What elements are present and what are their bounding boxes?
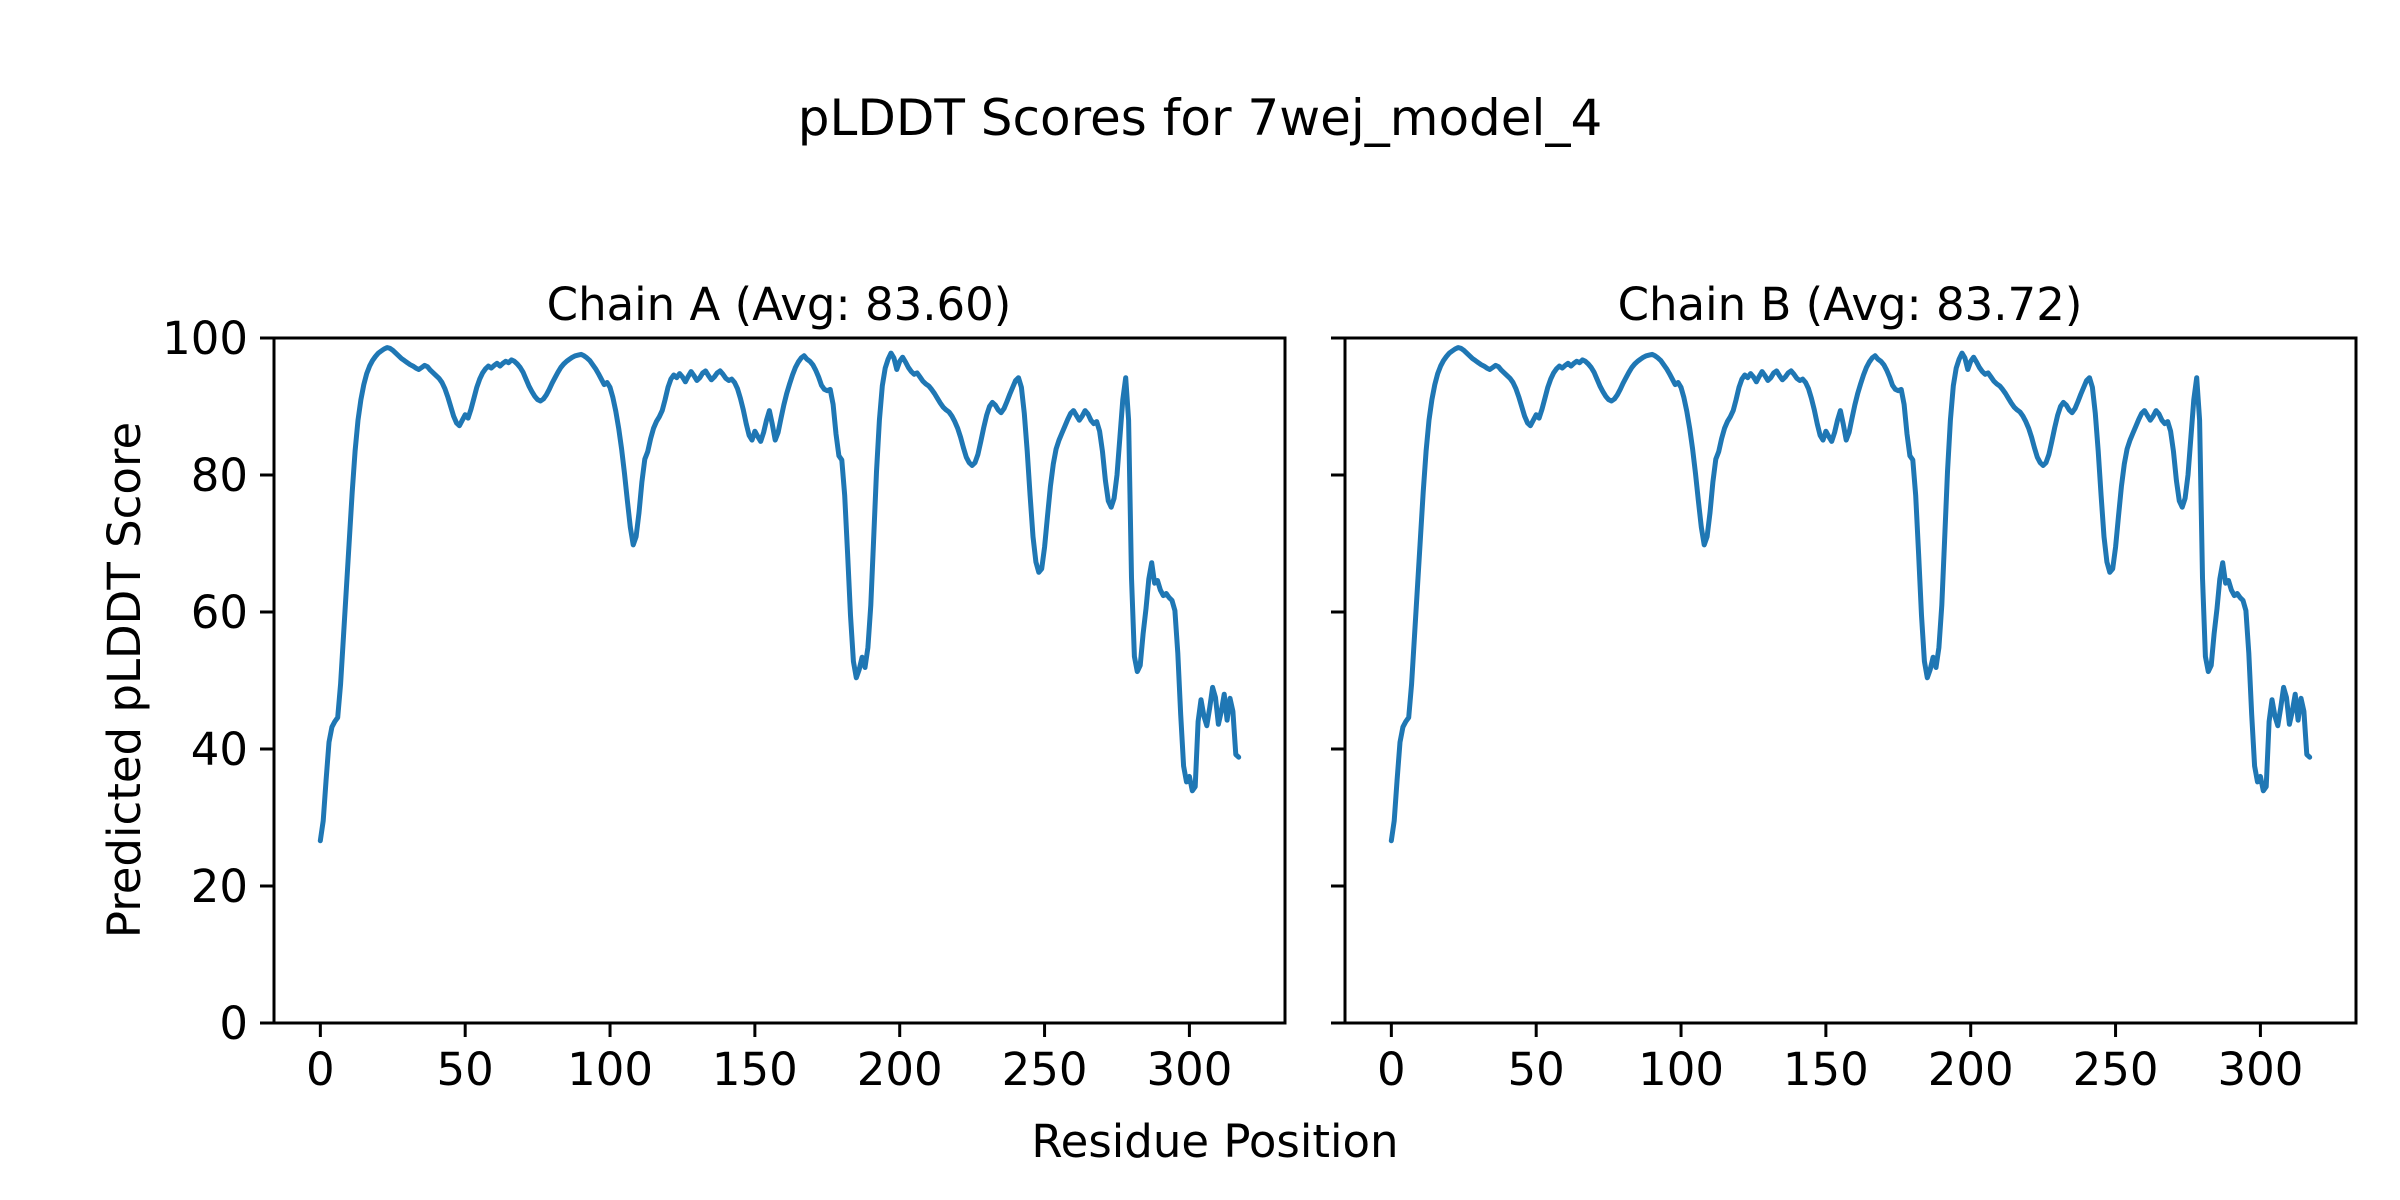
y-tick-label-chain-a-60: 60	[191, 586, 248, 639]
subplot-chain-b: 0 50 100 150 200 250 300	[1331, 336, 2358, 1096]
x-tick-label-chain-b-50: 50	[1508, 1043, 1565, 1096]
plddt-line-chain-b	[1388, 345, 2313, 844]
x-tick-label-chain-a-100: 100	[567, 1043, 653, 1096]
x-tick-label-chain-a-0: 0	[306, 1043, 335, 1096]
x-axis-label: Residue Position	[1031, 1115, 1398, 1168]
x-tick-label-chain-b-200: 200	[1928, 1043, 2014, 1096]
y-tick-label-chain-a-100: 100	[162, 312, 248, 365]
y-tick-label-chain-a-0: 0	[219, 997, 248, 1050]
subplot-title-chain-b: Chain B (Avg: 83.72)	[1618, 278, 2083, 331]
axes-spines-chain-b	[1343, 336, 2358, 1025]
x-tick-label-chain-b-250: 250	[2073, 1043, 2159, 1096]
y-tick-label-chain-a-40: 40	[191, 723, 248, 776]
subplot-chain-a: 0 50 100 150 200 250 300 0 20 40 60 80 100	[162, 312, 1287, 1096]
x-tick-label-chain-a-50: 50	[437, 1043, 494, 1096]
x-tick-label-chain-a-250: 250	[1002, 1043, 1088, 1096]
plddt-line-chain-a	[317, 345, 1242, 844]
x-tick-label-chain-a-200: 200	[857, 1043, 943, 1096]
x-tick-label-chain-b-150: 150	[1783, 1043, 1869, 1096]
axes-spines-chain-a	[272, 336, 1287, 1025]
x-tick-label-chain-a-150: 150	[712, 1043, 798, 1096]
y-tick-label-chain-a-80: 80	[191, 449, 248, 502]
figure-title: pLDDT Scores for 7wej_model_4	[798, 89, 1603, 147]
x-tick-label-chain-b-300: 300	[2217, 1043, 2303, 1096]
subplot-title-chain-a: Chain A (Avg: 83.60)	[547, 278, 1012, 331]
x-tick-label-chain-b-100: 100	[1638, 1043, 1724, 1096]
x-tick-label-chain-a-300: 300	[1146, 1043, 1232, 1096]
y-tick-label-chain-a-20: 20	[191, 860, 248, 913]
y-axis-label: Predicted pLDDT Score	[98, 422, 151, 938]
x-tick-label-chain-b-0: 0	[1377, 1043, 1406, 1096]
plots-layer: 0 50 100 150 200 250 300 0 20 40 60 80 100 0 50 100 150 2…	[162, 312, 2358, 1096]
